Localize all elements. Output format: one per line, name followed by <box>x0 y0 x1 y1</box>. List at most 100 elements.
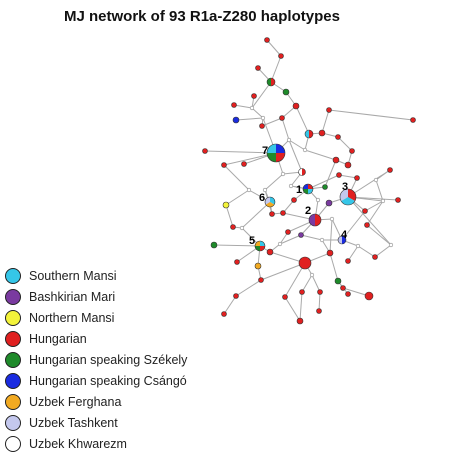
median-vector-node <box>380 198 386 204</box>
network-edge <box>299 291 303 322</box>
network-edge <box>235 279 262 297</box>
network-edge <box>282 199 295 214</box>
haplotype-node <box>232 116 240 124</box>
haplotype-node <box>202 148 208 154</box>
network-edge <box>311 274 321 293</box>
network-edge <box>328 109 414 121</box>
haplotype-node <box>336 172 342 178</box>
haplotype-node <box>304 129 314 139</box>
haplotype-node <box>344 161 352 169</box>
network-edge <box>341 210 366 241</box>
legend-label: Uzbek Ferghana <box>29 394 122 409</box>
network-edge <box>284 262 306 298</box>
legend: Southern Mansi Bashkirian Mari Northern … <box>2 266 332 454</box>
network-edge <box>223 164 250 191</box>
haplotype-node <box>278 53 284 59</box>
network-edge <box>337 136 353 152</box>
network-nodes <box>202 37 416 325</box>
haplotype-node <box>339 188 357 206</box>
haplotype-node <box>222 201 230 209</box>
legend-item-northern-mansi: Northern Mansi <box>2 308 332 329</box>
haplotype-node <box>233 293 239 299</box>
node-label-5: 5 <box>249 235 255 247</box>
haplotype-node <box>387 167 393 173</box>
haplotype-node <box>234 259 240 265</box>
legend-label: Hungarian <box>29 332 87 347</box>
median-vector-node <box>260 115 266 121</box>
haplotype-node <box>354 175 360 181</box>
network-edge <box>241 201 271 229</box>
network-edge <box>225 189 250 206</box>
haplotype-node <box>254 262 262 270</box>
legend-item-uzbek-khwarezm: Uzbek Khwarezm <box>2 433 332 454</box>
median-vector-node <box>277 241 283 247</box>
network-edge <box>213 244 261 247</box>
legend-label: Hungarian speaking Csángó <box>29 373 187 388</box>
haplotype-node <box>345 291 351 297</box>
network-edge <box>284 296 301 322</box>
network-edge <box>279 234 302 245</box>
network-edge <box>233 104 253 109</box>
network-edge <box>281 117 290 141</box>
haplotype-node <box>340 285 346 291</box>
network-edge <box>270 55 282 83</box>
legend-swatch-northern-mansi <box>5 310 21 327</box>
median-vector-node <box>280 171 286 177</box>
haplotype-node <box>279 115 285 121</box>
haplotype-node <box>291 197 297 203</box>
legend-swatch-uzbek-ferghana <box>5 393 21 410</box>
network-edge <box>223 295 237 315</box>
legend-item-szekely: Hungarian speaking Székely <box>2 350 332 371</box>
median-vector-node <box>286 137 292 143</box>
haplotype-node <box>316 308 322 314</box>
haplotype-node <box>317 289 323 295</box>
haplotype-node <box>302 183 314 195</box>
network-edge <box>375 169 391 181</box>
network-edge <box>342 287 370 297</box>
haplotype-node <box>325 199 333 207</box>
haplotype-node <box>264 196 276 208</box>
haplotype-node <box>230 224 236 230</box>
haplotype-node <box>349 148 355 154</box>
median-vector-node <box>329 216 335 222</box>
median-vector-node <box>315 197 321 203</box>
node-label-6: 6 <box>259 192 265 204</box>
legend-item-hungarian: Hungarian <box>2 329 332 350</box>
network-edge <box>304 149 337 161</box>
legend-label: Hungarian speaking Székely <box>29 353 188 367</box>
network-edge <box>324 159 337 188</box>
legend-swatch-csango <box>5 372 21 389</box>
haplotype-node <box>266 77 276 87</box>
network-edge <box>347 196 392 246</box>
network-edge <box>375 179 384 202</box>
network-edge <box>338 174 358 179</box>
legend-swatch-szekely <box>5 352 21 368</box>
haplotype-node <box>322 184 328 190</box>
median-vector-node <box>388 242 394 248</box>
median-vector-node <box>246 187 252 193</box>
haplotype-node <box>334 277 342 285</box>
median-vector-node <box>239 225 245 231</box>
haplotype-node <box>298 168 306 176</box>
diagram-title: MJ network of 93 R1a-Z280 haplotypes <box>64 8 340 25</box>
network-edge <box>329 252 339 282</box>
network-edge <box>347 245 359 262</box>
network-edge <box>295 105 310 135</box>
node-label-7: 7 <box>262 145 268 157</box>
haplotype-node <box>285 229 291 235</box>
network-edge <box>288 139 306 151</box>
haplotype-node <box>251 93 257 99</box>
network-edge <box>235 117 264 121</box>
network-edge <box>301 274 313 293</box>
haplotype-node <box>299 289 305 295</box>
legend-swatch-hungarian <box>5 331 21 348</box>
legend-item-bashkirian-mari: Bashkirian Mari <box>2 287 332 308</box>
haplotype-node <box>372 254 378 260</box>
haplotype-node <box>241 161 247 167</box>
network-edge <box>321 109 330 134</box>
legend-item-southern-mansi: Southern Mansi <box>2 266 332 287</box>
haplotype-node <box>308 213 322 227</box>
network-edge <box>307 174 340 190</box>
network-edge <box>251 81 272 109</box>
